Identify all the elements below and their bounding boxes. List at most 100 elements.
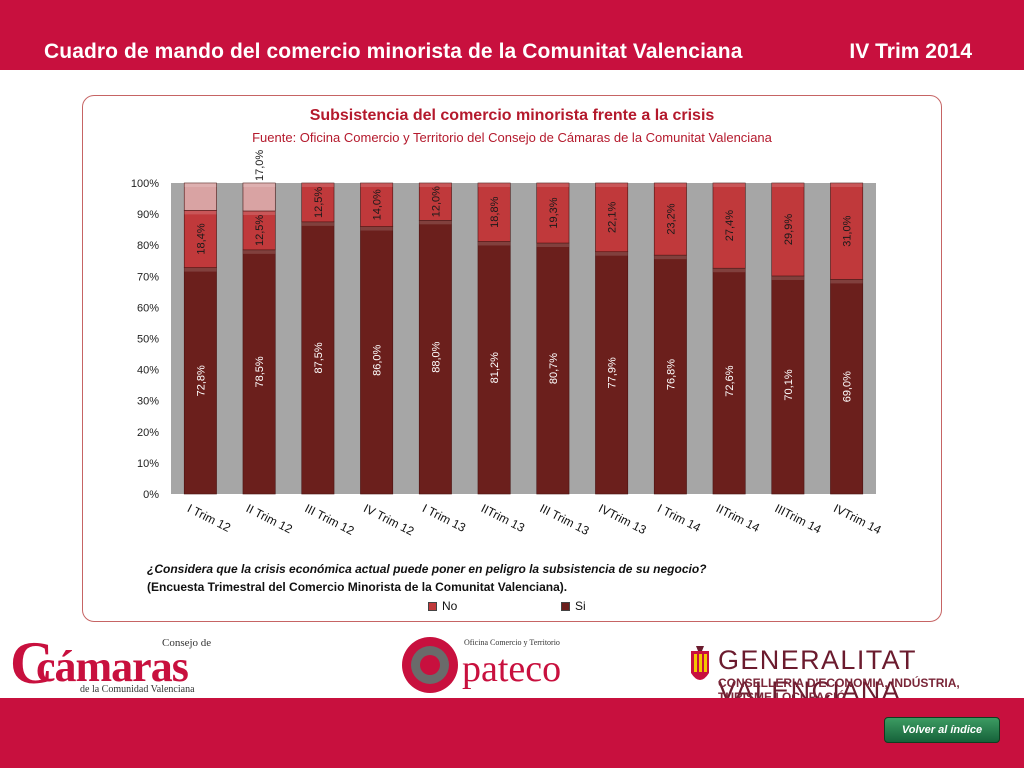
bar-segment-si [418,220,452,495]
camaras-consejo: Consejo de [162,637,212,649]
data-label: 18,4% [195,223,207,254]
bar-segment-no-highlight [360,183,393,187]
pateco-logo: Oficina Comercio y Territorio pateco [400,635,590,695]
chart-title: Subsistencia del comercio minorista fren… [309,107,715,124]
y-tick-label: 50% [137,334,159,346]
bar-segment-si [830,279,864,495]
bar-segment-si-highlight [654,255,687,260]
legend-item-no: No [428,599,457,613]
y-tick-label: 30% [137,396,159,408]
bar-segment-no-highlight [771,183,805,187]
bar-segment-si-highlight [184,267,217,272]
survey-question: ¿Considera que la crisis económica actua… [147,562,707,576]
x-tick-label: III Trim 13 [538,501,592,538]
data-label: 12,5% [313,187,325,218]
bar-segment-si [183,267,217,495]
survey-source: (Encuesta Trimestral del Comercio Minori… [147,580,568,594]
bar-segment-si [242,249,276,495]
x-tick-label: III Trim 12 [303,501,357,538]
bar-segment-no [653,182,687,256]
bar-segment-no-highlight [477,183,511,187]
bar-segment-si-highlight [360,226,393,231]
data-label: 69,0% [842,371,854,402]
x-tick-label: IITrim 14 [714,501,762,535]
bar-segment-si-highlight [477,241,511,246]
bar-segment-no [712,182,746,269]
camaras-logo: C cámaras Consejo de de la Comunidad Val… [10,630,225,697]
chart-panel: Subsistencia del comercio minorista fren… [82,95,942,622]
data-label: 31,0% [842,215,854,246]
plot-area [171,183,876,494]
bar-segment-no-highlight [830,183,863,187]
bar-segment-si-highlight [830,279,863,284]
legend-label-si: Si [575,599,586,613]
y-tick-label: 60% [137,302,159,314]
pateco-target-icon [402,637,458,693]
data-label: 22,1% [607,202,619,233]
footer-bar: Volver al índice [0,698,1024,768]
bar-segment-no-highlight [301,183,335,187]
y-tick-label: 90% [137,209,159,221]
bar-segment-no [771,182,805,277]
stacked-bar-chart: 0% 10% 20% 30% 40% 50% 60% 70% 80% 90% 100% 72,8% 18… [131,150,884,539]
bar-segment-other [183,182,217,211]
bar-segment-si-highlight [595,251,628,256]
y-tick-label: 0% [143,489,159,501]
data-label: 72,6% [724,365,736,396]
data-label: 78,5% [254,356,266,387]
bar-segment-other-highlight [242,183,276,187]
header-bar: Cuadro de mando del comercio minorista d… [0,0,1024,70]
data-label: 77,9% [607,357,619,388]
y-tick-label: 20% [137,427,159,439]
bar-segment-no-highlight [536,183,570,187]
y-tick-label: 10% [137,458,159,470]
bar-segment-si-highlight [771,275,805,280]
data-label: 72,8% [195,365,207,396]
bar-segment-si [536,242,570,495]
data-label: 12,5% [254,215,266,246]
back-to-index-button[interactable]: Volver al índice [884,717,1000,743]
bar-segment-si [771,275,805,495]
data-label: 27,4% [724,210,736,241]
legend-swatch-no [428,601,437,611]
bar-segment-other [242,182,276,212]
bar-segment-no-highlight [712,183,746,187]
data-label: 18,8% [489,196,501,227]
data-label: 23,2% [665,203,677,234]
page-title: Cuadro de mando del comercio minorista d… [44,40,743,63]
legend-label-no: No [442,599,458,613]
legend-swatch-si [561,601,570,611]
x-tick-label: IVTrim 14 [831,501,884,537]
bar-segment-no-highlight [654,183,687,187]
y-tick-label: 70% [137,271,159,283]
x-tick-label: IITrim 13 [479,501,527,535]
bar-segment-no [418,182,452,221]
pateco-small-text: Oficina Comercio y Territorio [464,638,560,647]
bar-segment-no-highlight [184,210,217,215]
bar-segment-si-highlight [301,221,335,226]
bar-segment-no [301,182,335,223]
chart-subtitle: Fuente: Oficina Comercio y Territorio de… [252,130,772,145]
bar-segment-si [712,267,746,495]
camaras-c-icon: C [10,630,54,696]
data-label: 86,0% [372,344,384,375]
data-label: 88,0% [430,341,442,372]
pateco-word: pateco [462,648,562,690]
data-label: 80,7% [548,353,560,384]
bar-segment-no-highlight [419,183,452,187]
bar-segment-no-highlight [242,210,276,215]
legend-item-si: Si [561,599,586,613]
bar-segment-no [536,182,570,244]
x-tick-label: I Trim 12 [185,501,233,535]
x-tick-label: II Trim 12 [244,501,295,536]
bar-segment-si-highlight [712,268,746,273]
y-tick-label: 80% [137,240,159,252]
bar-segment-no-highlight [595,183,628,187]
bar-segment-no [360,182,394,227]
bar-segment-si-highlight [419,220,452,225]
bar-segment-no [595,182,629,253]
bar-segment-no [830,182,864,280]
data-label: 19,3% [548,197,560,228]
data-label: 14,0% [372,189,384,220]
generalitat-logo: GENERALITAT VALENCIANA CONSELLERIA D'ECO… [688,643,1004,706]
